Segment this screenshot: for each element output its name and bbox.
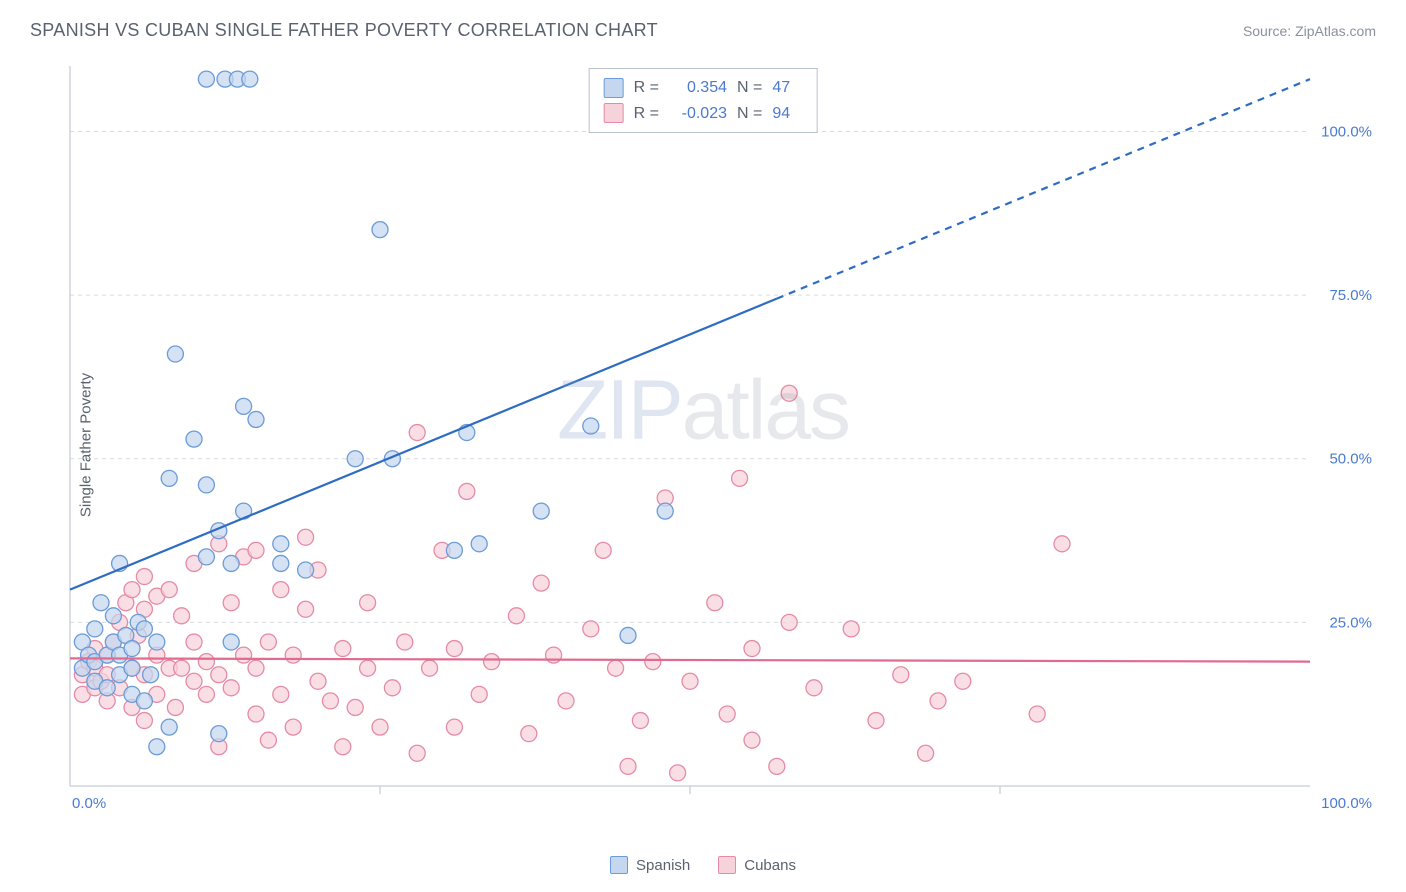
svg-text:50.0%: 50.0% xyxy=(1329,451,1372,468)
n-value-cubans: 94 xyxy=(772,101,802,127)
legend-row-spanish: R = 0.354 N = 47 xyxy=(604,75,803,101)
legend-item-cubans: Cubans xyxy=(718,856,796,874)
correlation-legend: R = 0.354 N = 47 R = -0.023 N = 94 xyxy=(589,68,818,133)
r-value-cubans: -0.023 xyxy=(669,101,727,127)
r-value-spanish: 0.354 xyxy=(669,75,727,101)
series-legend: Spanish Cubans xyxy=(0,856,1406,874)
legend-label-spanish: Spanish xyxy=(636,857,690,874)
spanish-swatch-icon xyxy=(604,78,624,98)
svg-text:75.0%: 75.0% xyxy=(1329,287,1372,304)
legend-row-cubans: R = -0.023 N = 94 xyxy=(604,101,803,127)
r-label: R = xyxy=(634,101,659,127)
header: SPANISH VS CUBAN SINGLE FATHER POVERTY C… xyxy=(0,0,1406,51)
scatter-plot-svg: 25.0% 50.0% 75.0% 100.0% 0.0% 100.0% xyxy=(52,60,1382,830)
n-label: N = xyxy=(737,101,762,127)
legend-item-spanish: Spanish xyxy=(610,856,690,874)
svg-text:100.0%: 100.0% xyxy=(1321,123,1372,140)
cubans-swatch-icon xyxy=(718,856,736,874)
y-axis-label: Single Father Poverty xyxy=(78,373,95,517)
r-label: R = xyxy=(634,75,659,101)
spanish-swatch-icon xyxy=(610,856,628,874)
source-label: Source: xyxy=(1243,23,1295,39)
n-label: N = xyxy=(737,75,762,101)
source-attribution: Source: ZipAtlas.com xyxy=(1243,23,1376,39)
svg-text:0.0%: 0.0% xyxy=(72,795,106,812)
n-value-spanish: 47 xyxy=(772,75,802,101)
cubans-swatch-icon xyxy=(604,103,624,123)
svg-text:100.0%: 100.0% xyxy=(1321,795,1372,812)
chart-title: SPANISH VS CUBAN SINGLE FATHER POVERTY C… xyxy=(30,20,658,41)
plot-area: Single Father Poverty 25.0% 50.0% 75.0% 100… xyxy=(52,60,1382,830)
source-value: ZipAtlas.com xyxy=(1295,23,1376,39)
legend-label-cubans: Cubans xyxy=(744,857,796,874)
svg-text:25.0%: 25.0% xyxy=(1329,614,1372,631)
